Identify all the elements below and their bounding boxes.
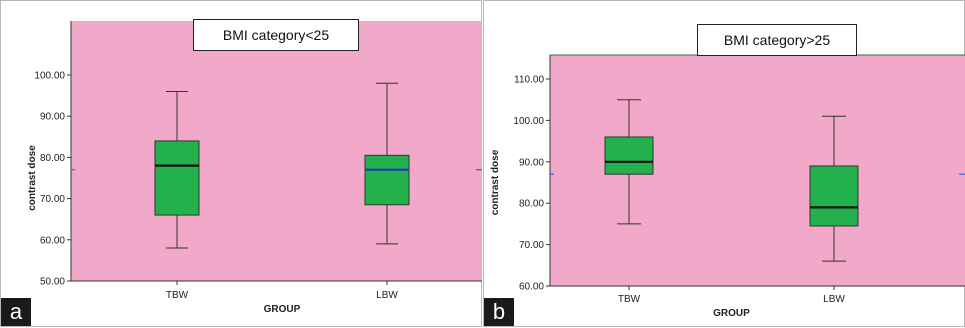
y-tick-label: 80.00 <box>519 199 544 210</box>
y-tick-label: 60.00 <box>40 235 65 246</box>
box-lbw <box>809 165 859 227</box>
x-tick-label: TBW <box>618 294 641 305</box>
y-tick-label: 80.00 <box>40 153 65 164</box>
box-tbw <box>154 140 200 216</box>
x-tick-label: TBW <box>166 290 189 301</box>
box-lbw <box>364 154 410 206</box>
box-tbw <box>604 136 654 175</box>
y-tick-label: 70.00 <box>519 240 544 251</box>
x-axis-title: GROUP <box>264 304 301 315</box>
x-axis-title: GROUP <box>713 308 750 319</box>
chart-title-b: BMI category>25 <box>697 24 857 56</box>
y-tick-label: 50.00 <box>40 277 65 288</box>
y-tick-label: 100.00 <box>34 71 65 82</box>
y-tick-label: 90.00 <box>40 112 65 123</box>
panel-label-b: b <box>484 298 514 326</box>
x-tick-label: LBW <box>823 294 845 305</box>
y-tick-label: 110.00 <box>514 75 544 86</box>
box-plot-b: 60.00 70.00 80.00 90.00 100.00 110.00 contrast… <box>490 54 965 319</box>
y-tick-label: 60.00 <box>519 282 544 293</box>
chart-panel-a: 50.00 60.00 70.00 80.00 90.00 100.00 contrast … <box>0 0 482 327</box>
y-tick-label: 100.00 <box>513 116 544 127</box>
y-axis-title: contrast dose <box>27 145 38 211</box>
y-tick-label: 90.00 <box>519 157 544 168</box>
panel-label-a: a <box>1 298 31 326</box>
box-plot-a: 50.00 60.00 70.00 80.00 90.00 100.00 contrast … <box>27 21 482 315</box>
y-tick-label: 70.00 <box>40 194 65 205</box>
chart-panel-b: 60.00 70.00 80.00 90.00 100.00 110.00 contrast… <box>483 0 965 327</box>
chart-title-a: BMI category<25 <box>193 19 359 51</box>
x-tick-label: LBW <box>376 290 398 301</box>
plot-area <box>71 21 482 281</box>
y-axis-title: contrast dose <box>490 149 501 215</box>
